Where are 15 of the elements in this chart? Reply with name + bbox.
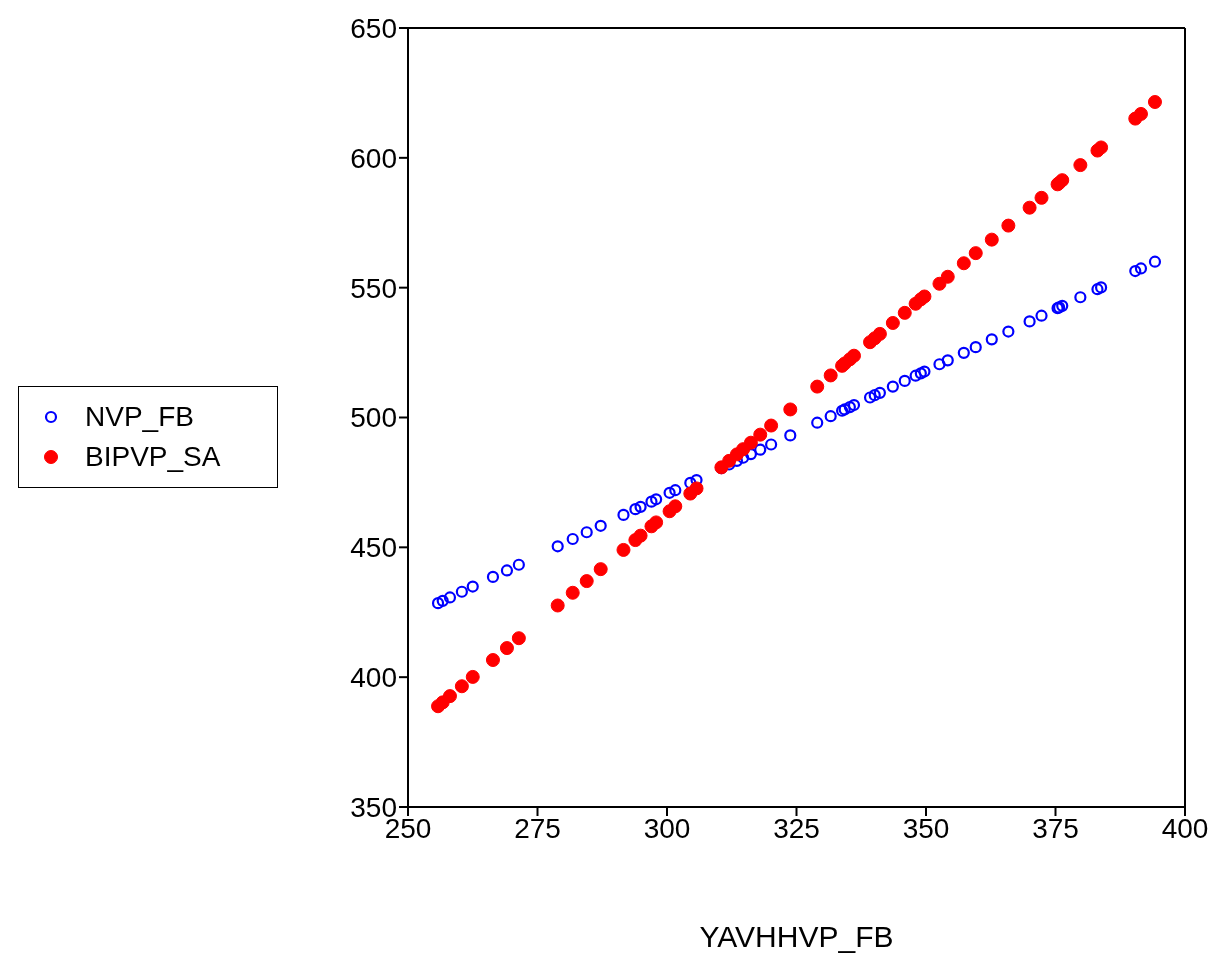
- legend-label: NVP_FB: [85, 401, 194, 433]
- x-tick-label: 400: [1161, 812, 1209, 844]
- x-tick-label: 300: [643, 812, 691, 844]
- x-tick-label: 350: [902, 812, 950, 844]
- x-tick-label: 375: [1032, 812, 1079, 844]
- y-tick-label: 600: [350, 142, 397, 174]
- y-tick-label: 650: [350, 12, 397, 44]
- y-tick-label: 450: [350, 532, 397, 564]
- y-tick-label: 500: [350, 402, 397, 434]
- x-axis-title: YAVHHVP_FB: [699, 920, 894, 953]
- y-tick-label: 400: [350, 662, 397, 694]
- legend-label: BIPVP_SA: [85, 441, 221, 473]
- y-tick-label: 550: [350, 272, 397, 304]
- x-tick-label: 275: [514, 812, 561, 844]
- x-tick-label: 325: [773, 812, 820, 844]
